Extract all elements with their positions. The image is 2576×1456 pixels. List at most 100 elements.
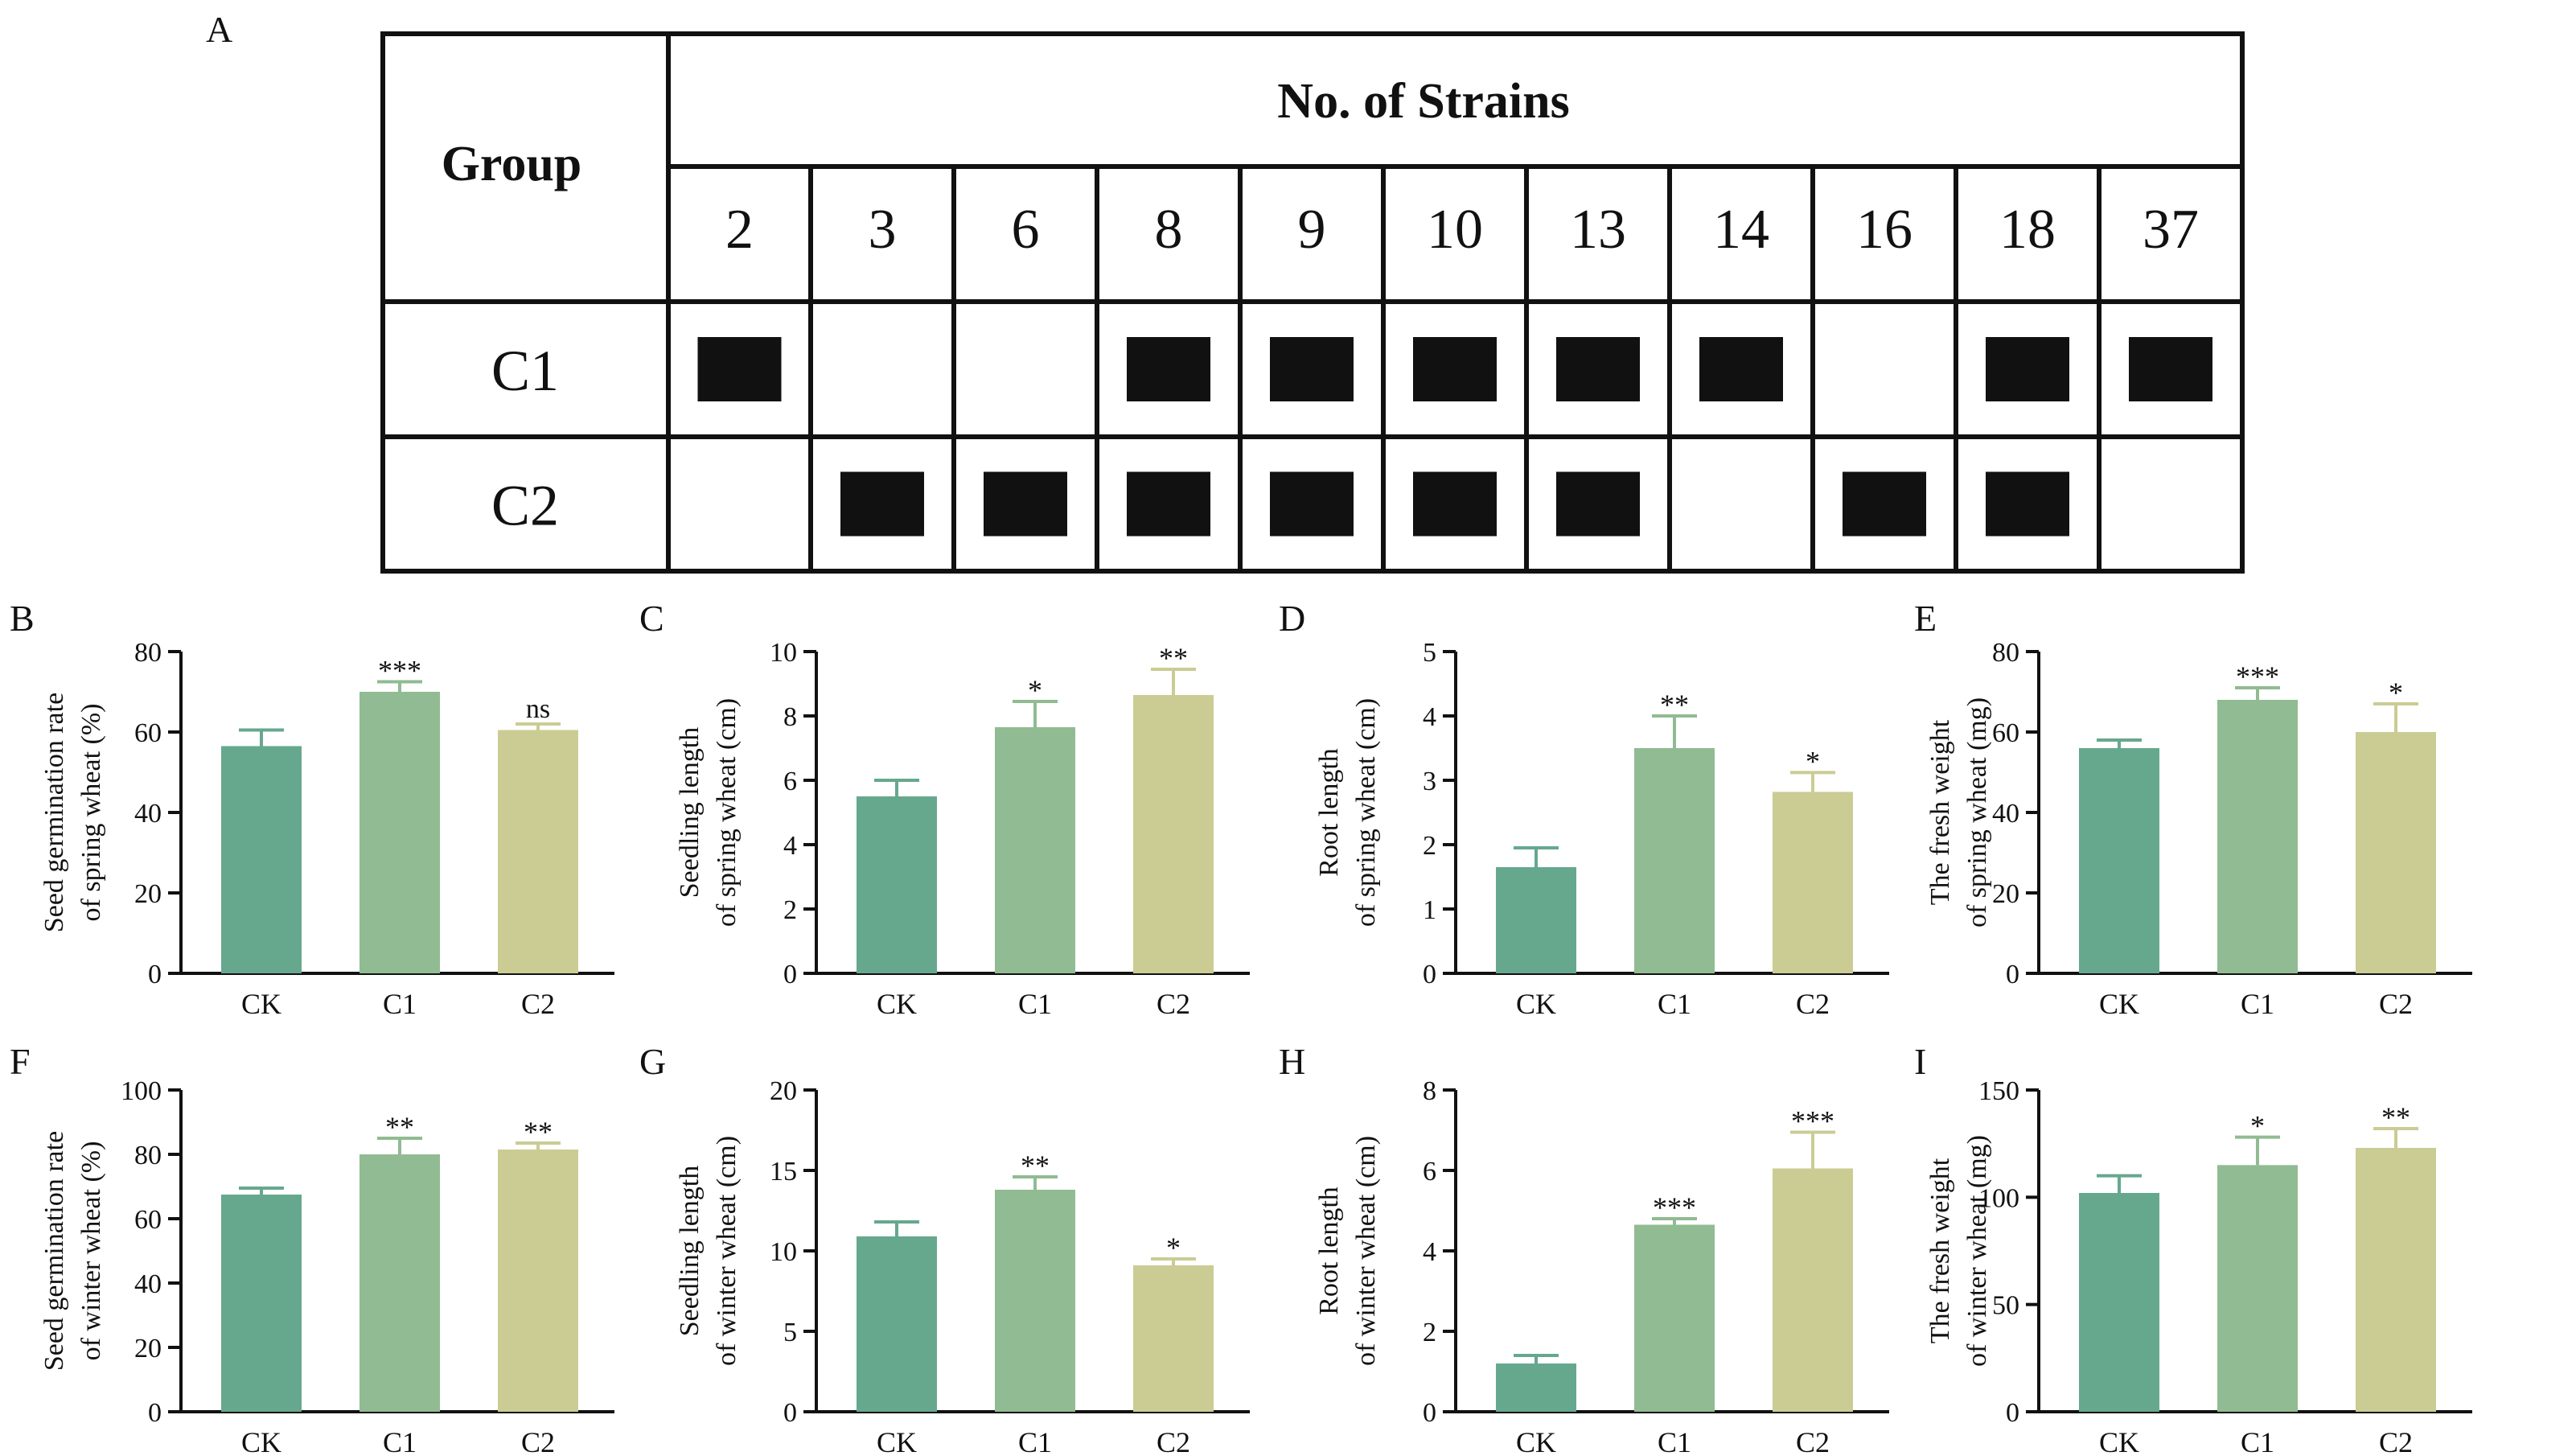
- y-tick-label: 1: [1423, 895, 1436, 925]
- y-tick-label: 0: [1423, 1398, 1436, 1428]
- y-axis-label-line: of winter wheat (cm): [1351, 1136, 1381, 1366]
- y-tick-label: 60: [134, 718, 162, 748]
- strain-number: 13: [1570, 199, 1626, 261]
- table-grid: [380, 31, 2245, 574]
- y-tick-label: 0: [148, 1398, 162, 1428]
- presence-cell: [1699, 337, 1783, 401]
- strain-number: 2: [725, 199, 754, 261]
- y-axis-label-line: Seed germination rate: [39, 1131, 69, 1371]
- presence-cell: [2129, 337, 2212, 401]
- bar-c2: [1773, 1168, 1853, 1412]
- presence-cell: [840, 471, 924, 537]
- y-tick-label: 0: [1423, 960, 1436, 989]
- x-tick-label: CK: [877, 988, 917, 1020]
- bar-ck: [2079, 1193, 2159, 1412]
- presence-cell: [984, 471, 1067, 537]
- strain-number: 10: [1427, 199, 1483, 261]
- y-tick-label: 150: [1978, 1076, 2019, 1106]
- y-axis-label-line: of spring wheat (%): [76, 704, 106, 922]
- y-tick-label: 50: [1992, 1291, 2019, 1321]
- x-tick-label: C1: [1658, 1426, 1691, 1456]
- bar-c1: [359, 1154, 440, 1412]
- panel-letter-c: C: [639, 598, 664, 639]
- significance-label: **: [524, 1116, 553, 1148]
- chart-e: The fresh weight of spring wheat (mg) 0 20 4…: [1925, 638, 2472, 1020]
- y-axis-label-line: of spring wheat (mg): [1962, 697, 1992, 927]
- panel-letter-b: B: [10, 598, 35, 639]
- presence-cell: [1127, 471, 1210, 537]
- significance-label: *: [1028, 674, 1042, 706]
- bar-c1: [359, 692, 440, 973]
- x-tick-label: CK: [241, 1426, 281, 1456]
- strain-number: 3: [869, 199, 897, 261]
- panel-letter-e: E: [1914, 598, 1937, 639]
- y-tick-label: 40: [134, 1269, 162, 1299]
- significance-label: *: [1166, 1232, 1181, 1264]
- x-tick-label: CK: [877, 1426, 917, 1456]
- y-tick-label: 2: [783, 895, 797, 925]
- significance-label: *: [2389, 677, 2403, 709]
- chart-c: Seedling length of spring wheat (cm) 0 2 4 6 8…: [675, 638, 1250, 1020]
- bar-c1: [2217, 700, 2298, 973]
- bar-ck: [2079, 748, 2159, 973]
- y-tick-label: 10: [770, 638, 797, 668]
- y-tick-label: 40: [134, 799, 162, 829]
- y-tick-label: 3: [1423, 767, 1436, 796]
- y-tick-label: 40: [1992, 799, 2019, 829]
- presence-cell: [1986, 471, 2069, 537]
- bar-c2: [1133, 695, 1214, 973]
- y-axis-label-line: Root length: [1314, 748, 1344, 877]
- presence-cell: [1413, 337, 1497, 401]
- y-axis-label-line: The fresh weight: [1925, 719, 1955, 905]
- y-tick-label: 2: [1423, 1318, 1436, 1347]
- panel-letter-h: H: [1279, 1041, 1306, 1082]
- x-tick-label: C1: [383, 1426, 417, 1456]
- y-tick-label: 20: [134, 879, 162, 909]
- presence-cell: [697, 337, 782, 401]
- bar-c2: [2356, 1148, 2436, 1412]
- bar-ck: [1496, 1363, 1576, 1412]
- panel-letter-f: F: [10, 1041, 31, 1082]
- bar-c2: [498, 730, 578, 973]
- y-axis-label: Root length of spring wheat (cm): [1314, 698, 1381, 927]
- x-tick-label: C1: [2241, 1426, 2274, 1456]
- significance-label: ***: [2236, 660, 2279, 693]
- y-tick-label: 80: [1992, 638, 2019, 668]
- y-tick-label: 100: [1978, 1183, 2019, 1213]
- group-header: Group: [442, 137, 582, 191]
- y-tick-label: 80: [134, 1141, 162, 1170]
- y-tick-label: 100: [121, 1076, 162, 1106]
- bar-ck: [1496, 867, 1576, 973]
- significance-label: *: [1806, 745, 1820, 777]
- strain-number: 14: [1713, 199, 1769, 261]
- y-tick-label: 80: [134, 638, 162, 668]
- y-axis-label: Seed germination rate of spring wheat (%): [39, 693, 106, 932]
- y-axis-label: Seedling length of spring wheat (cm): [675, 698, 742, 927]
- significance-label: ***: [1791, 1105, 1834, 1137]
- significance-label: **: [1159, 642, 1188, 674]
- bar-c2: [1773, 792, 1853, 973]
- chart-h: Root length of winter wheat (cm) 0 2 4 6 8 CK **…: [1314, 1076, 1889, 1456]
- strain-number: 18: [1999, 199, 2056, 261]
- strain-number: 16: [1856, 199, 1912, 261]
- y-axis-label-line: of spring wheat (cm): [1351, 698, 1381, 927]
- bar-c2: [2356, 732, 2436, 973]
- presence-cell: [1413, 471, 1497, 537]
- significance-label: ns: [526, 694, 550, 724]
- row-label-c2: C2: [491, 474, 559, 538]
- x-tick-label: C2: [521, 1426, 555, 1456]
- bar-ck: [221, 746, 302, 973]
- x-tick-label: C2: [1157, 988, 1190, 1020]
- y-tick-label: 6: [783, 767, 797, 796]
- significance-label: **: [1021, 1150, 1050, 1182]
- strain-number: 6: [1012, 199, 1040, 261]
- y-axis-label-line: of winter wheat (mg): [1962, 1135, 1992, 1367]
- panel-letter-a: A: [206, 9, 233, 50]
- y-axis-label-line: The fresh weight: [1925, 1158, 1955, 1343]
- presence-cell: [1986, 337, 2069, 401]
- x-tick-label: C2: [1157, 1426, 1190, 1456]
- panel-letter-d: D: [1279, 598, 1306, 639]
- x-tick-label: C1: [383, 988, 417, 1020]
- y-tick-label: 8: [1423, 1076, 1436, 1106]
- x-tick-label: CK: [2099, 988, 2139, 1020]
